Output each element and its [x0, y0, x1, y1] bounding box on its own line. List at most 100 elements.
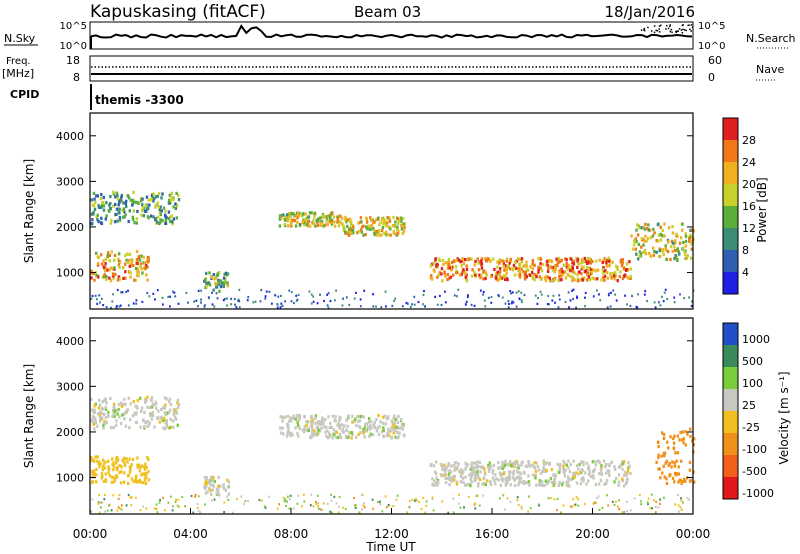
echo-cell — [515, 476, 518, 480]
echo-cell — [117, 275, 121, 279]
echo-cell — [616, 267, 619, 271]
noise-cell — [501, 296, 504, 299]
echo-cell — [509, 483, 512, 487]
echo-cell — [450, 470, 453, 474]
colorbar-tick-label: 25 — [742, 399, 756, 412]
noise-cell — [557, 306, 560, 309]
echo-cell — [460, 264, 463, 268]
echo-cell — [513, 478, 516, 482]
echo-cell — [331, 414, 335, 418]
echo-cell — [556, 263, 559, 268]
nsearch-dot — [653, 31, 656, 34]
nsearch-dot — [666, 24, 668, 27]
noise-cell — [271, 302, 273, 305]
echo-cell — [119, 198, 123, 202]
noise-cell — [317, 507, 320, 510]
noise-cell — [97, 502, 100, 505]
echo-cell — [350, 436, 353, 440]
echo-cell — [386, 431, 389, 435]
noise-cell — [281, 304, 284, 307]
ytick-label: 3000 — [56, 380, 84, 393]
echo-cell — [563, 474, 566, 478]
noise-cell — [278, 503, 280, 506]
echo-cell — [226, 281, 229, 285]
echo-cell — [338, 432, 342, 436]
noise-cell — [131, 496, 133, 499]
noise-cell — [264, 506, 267, 509]
echo-cell — [512, 263, 516, 267]
echo-cell — [104, 460, 107, 464]
echo-cell — [430, 262, 434, 266]
echo-cell — [565, 258, 568, 262]
noise-cell — [393, 299, 396, 303]
noise-cell — [309, 504, 312, 507]
velocity-panel — [90, 395, 696, 514]
noise-cell — [195, 299, 198, 302]
noise-cell — [96, 302, 99, 305]
echo-cell — [580, 460, 583, 464]
echo-cell — [588, 260, 591, 264]
echo-cell — [673, 245, 676, 249]
echo-cell — [168, 397, 172, 401]
noise-cell — [574, 503, 577, 506]
echo-cell — [622, 473, 626, 478]
echo-cell — [172, 412, 175, 417]
echo-cell — [432, 483, 435, 487]
noise-cell — [226, 495, 228, 498]
echo-cell — [226, 284, 230, 288]
echo-cell — [158, 420, 162, 424]
noise-cell — [295, 294, 298, 297]
noise-cell — [296, 502, 299, 505]
echo-cell — [592, 476, 595, 480]
noise-cell — [593, 501, 596, 504]
noise-cell — [539, 290, 542, 293]
echo-cell — [104, 262, 107, 266]
echo-cell — [543, 467, 546, 472]
echo-cell — [661, 249, 664, 253]
nsearch-dot — [670, 28, 673, 31]
echo-cell — [493, 267, 496, 272]
echo-cell — [364, 422, 367, 426]
echo-cell — [146, 256, 150, 260]
echo-cell — [515, 259, 518, 263]
echo-cell — [227, 480, 231, 484]
echo-cell — [131, 201, 134, 205]
echo-cell — [371, 220, 375, 224]
echo-cell — [279, 426, 282, 430]
echo-cell — [311, 426, 314, 430]
echo-cell — [283, 223, 286, 227]
velocity-colorbar-label: Velocity [m s⁻¹] — [777, 371, 791, 464]
echo-cell — [511, 268, 515, 272]
echo-cell — [336, 215, 339, 219]
echo-cell — [336, 217, 340, 221]
colorbar-swatch — [723, 389, 738, 412]
echo-cell — [642, 243, 645, 247]
echo-cell — [131, 215, 134, 219]
echo-cell — [287, 224, 290, 228]
echo-cell — [127, 219, 130, 224]
echo-cell — [291, 218, 294, 222]
echo-cell — [118, 211, 121, 215]
echo-cell — [92, 191, 96, 195]
echo-cell — [129, 468, 132, 472]
echo-cell — [470, 480, 473, 484]
echo-cell — [109, 194, 112, 199]
echo-cell — [356, 231, 359, 235]
noise-cell — [631, 294, 633, 298]
nsearch-dot — [658, 28, 661, 30]
echo-cell — [307, 220, 310, 224]
echo-cell — [686, 432, 689, 436]
noise-cell — [516, 499, 519, 502]
echo-cell — [552, 473, 555, 477]
noise-cell — [363, 502, 365, 505]
echo-cell — [364, 233, 367, 237]
echo-cell — [582, 265, 585, 269]
noise-cell — [482, 293, 484, 296]
noise-cell — [154, 298, 156, 301]
noise-cell — [105, 306, 108, 309]
echo-cell — [604, 465, 607, 469]
echo-cell — [132, 190, 135, 194]
echo-cell — [104, 217, 107, 221]
noise-cell — [284, 300, 286, 303]
echo-cell — [519, 273, 522, 277]
